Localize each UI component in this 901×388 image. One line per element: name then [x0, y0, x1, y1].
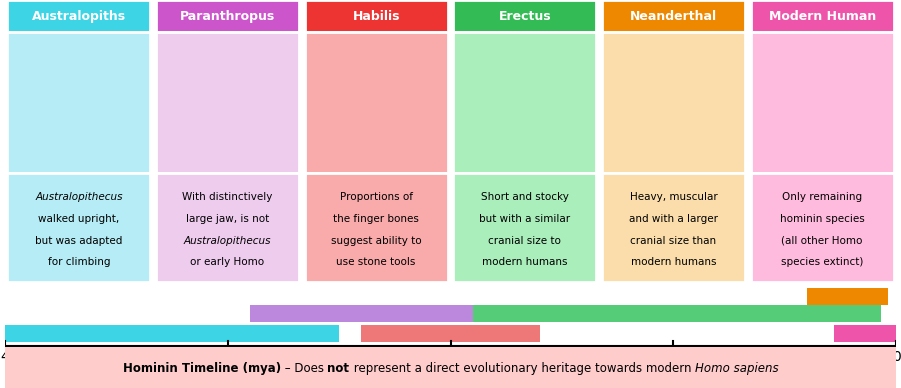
Text: use stone tools: use stone tools — [336, 257, 416, 267]
Text: the finger bones: the finger bones — [333, 214, 419, 224]
Bar — [250, 305, 629, 322]
Text: Australopiths: Australopiths — [32, 10, 126, 23]
Text: (all other Homo: (all other Homo — [781, 236, 863, 246]
Bar — [7, 33, 150, 173]
Text: 3: 3 — [223, 350, 232, 364]
Bar — [156, 173, 299, 282]
Text: walked upright,: walked upright, — [38, 214, 120, 224]
Text: – Does: – Does — [281, 362, 327, 375]
Text: 0: 0 — [892, 350, 901, 364]
Text: Proportions of: Proportions of — [340, 192, 413, 202]
Bar — [156, 33, 299, 173]
Bar — [602, 173, 745, 282]
Text: modern humans: modern humans — [482, 257, 568, 267]
Bar — [807, 288, 887, 305]
Text: suggest ability to: suggest ability to — [331, 236, 422, 246]
Text: represent a direct evolutionary heritage towards modern: represent a direct evolutionary heritage… — [350, 362, 695, 375]
Text: Australopithecus: Australopithecus — [184, 236, 271, 246]
Text: but with a similar: but with a similar — [479, 214, 570, 224]
Text: Erectus: Erectus — [498, 10, 551, 23]
Text: Habilis: Habilis — [352, 10, 400, 23]
Bar — [305, 0, 448, 33]
Bar — [602, 33, 745, 173]
Text: 1: 1 — [669, 350, 678, 364]
Text: cranial size than: cranial size than — [631, 236, 716, 246]
Bar — [305, 173, 448, 282]
Bar — [751, 173, 894, 282]
Text: Neanderthal: Neanderthal — [630, 10, 717, 23]
Bar — [602, 0, 745, 33]
Bar — [7, 0, 150, 33]
Bar — [453, 33, 596, 173]
Bar — [453, 0, 596, 33]
Text: and with a larger: and with a larger — [629, 214, 718, 224]
Bar — [834, 325, 896, 341]
Text: Homo sapiens: Homo sapiens — [695, 362, 778, 375]
Bar — [751, 33, 894, 173]
Text: or early Homo: or early Homo — [190, 257, 265, 267]
Text: not: not — [327, 362, 350, 375]
Text: With distinctively: With distinctively — [182, 192, 273, 202]
Text: but was adapted: but was adapted — [35, 236, 123, 246]
Text: Hominin Timeline (mya): Hominin Timeline (mya) — [123, 362, 281, 375]
Text: Australopithecus: Australopithecus — [35, 192, 123, 202]
Text: for climbing: for climbing — [48, 257, 110, 267]
Text: hominin species: hominin species — [779, 214, 865, 224]
Bar — [156, 0, 299, 33]
Text: Heavy, muscular: Heavy, muscular — [630, 192, 717, 202]
Text: species extinct): species extinct) — [781, 257, 863, 267]
Text: Modern Human: Modern Human — [769, 10, 876, 23]
Text: cranial size to: cranial size to — [488, 236, 561, 246]
Text: 4: 4 — [0, 350, 9, 364]
Text: Paranthropus: Paranthropus — [180, 10, 275, 23]
Bar — [473, 305, 881, 322]
Text: large jaw, is not: large jaw, is not — [186, 214, 269, 224]
Bar — [0, 325, 339, 341]
Bar — [751, 0, 894, 33]
Bar — [305, 33, 448, 173]
Bar — [453, 173, 596, 282]
Bar — [361, 325, 540, 341]
Bar — [7, 173, 150, 282]
Text: 2: 2 — [446, 350, 455, 364]
Text: modern humans: modern humans — [631, 257, 716, 267]
Text: Only remaining: Only remaining — [782, 192, 862, 202]
Text: Short and stocky: Short and stocky — [481, 192, 569, 202]
